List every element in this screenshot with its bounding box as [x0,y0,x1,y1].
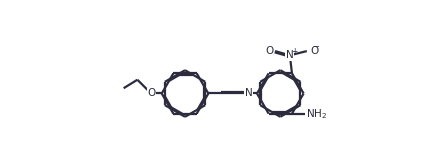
Text: N: N [244,88,253,98]
Text: NH$_2$: NH$_2$ [306,107,327,120]
Text: N: N [286,50,294,60]
Text: +: + [291,47,298,56]
Text: O: O [266,46,274,56]
Text: −: − [312,42,319,51]
Text: O: O [147,88,155,98]
Text: O: O [310,46,318,56]
